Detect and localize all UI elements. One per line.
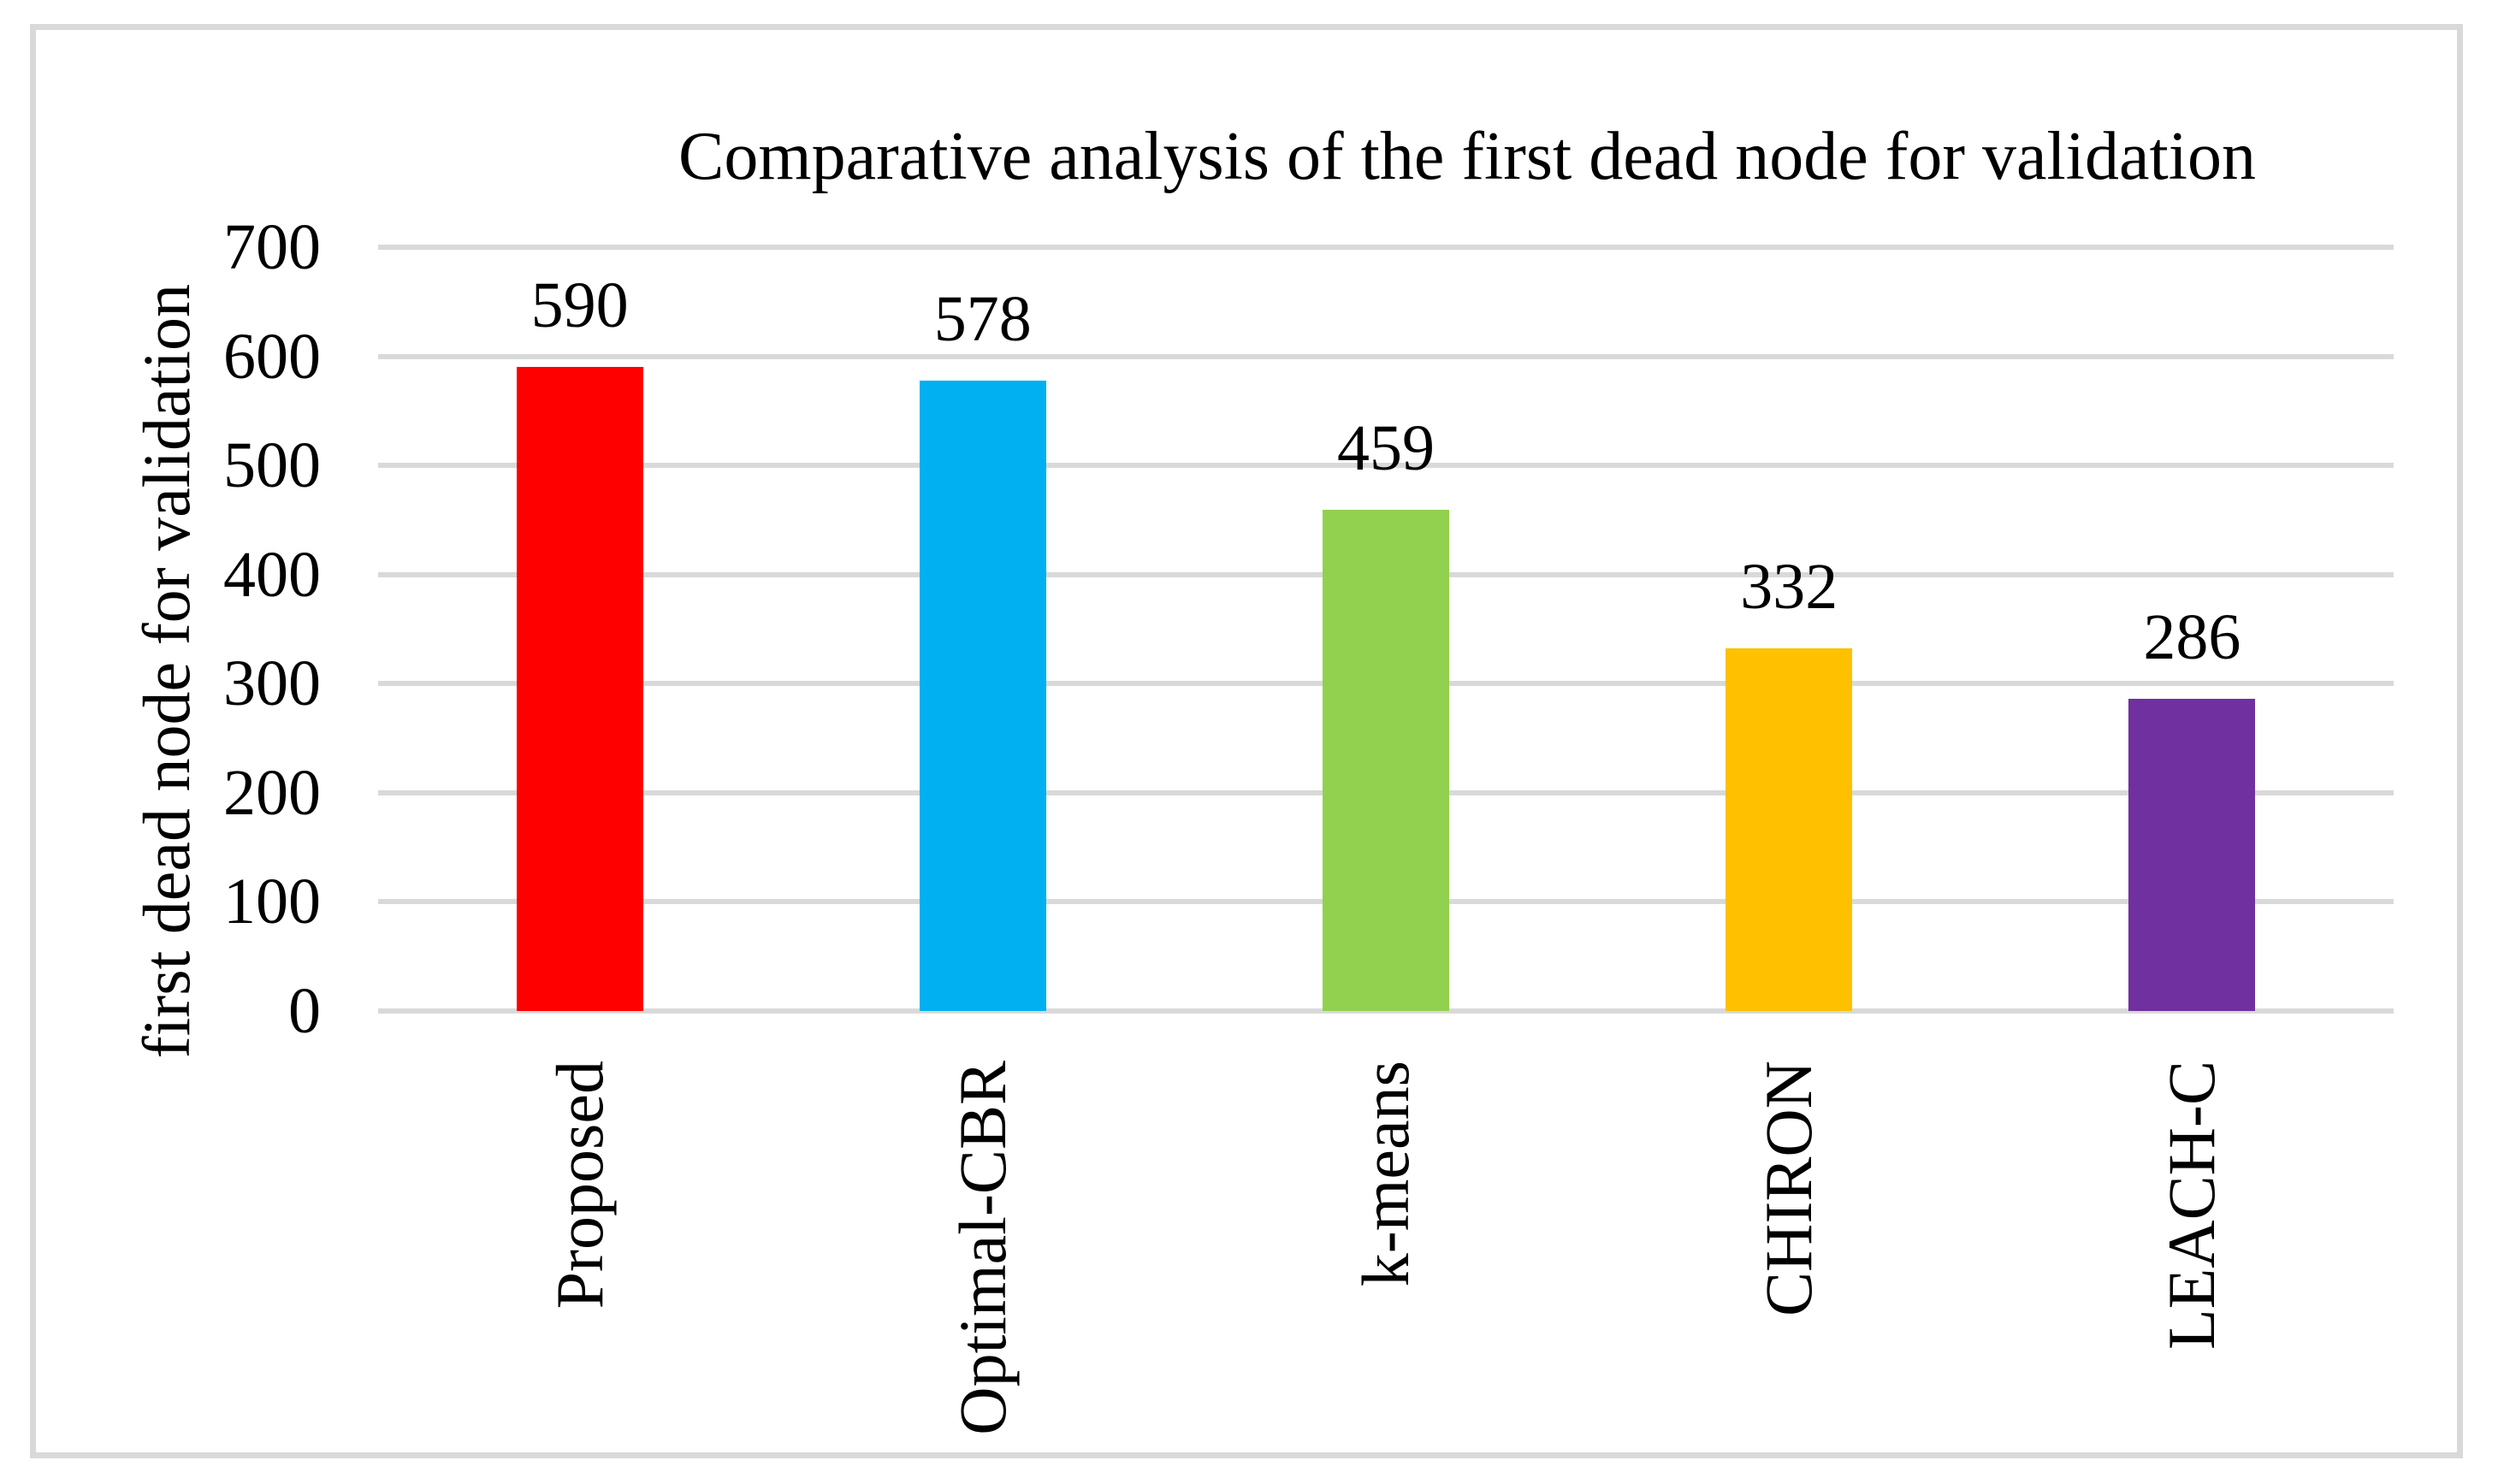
category-label-container: CHIRON: [1750, 1061, 1827, 1471]
category-label-container: LEACH-C: [2153, 1061, 2230, 1471]
bar-optimal-cbr: [919, 380, 1046, 1011]
value-label-proposed: 590: [530, 269, 629, 342]
y-tick-label-400: 400: [223, 538, 321, 611]
y-tick-label-500: 500: [223, 429, 321, 502]
gridline-y-500: [378, 463, 2394, 469]
y-tick-label-100: 100: [223, 866, 321, 938]
bar-proposed: [516, 367, 643, 1011]
y-tick-label-700: 700: [223, 211, 321, 283]
value-label-k-means: 459: [1337, 412, 1435, 485]
y-tick-label-0: 0: [288, 975, 321, 1047]
chart-outer-border: [30, 24, 2463, 1458]
y-tick-label-200: 200: [223, 756, 321, 829]
category-label-proposed: Proposed: [542, 1061, 617, 1310]
category-label-optimal-cbr: Optimal-CBR: [944, 1061, 1020, 1435]
category-label-k-means: k-means: [1348, 1061, 1423, 1287]
bar-chiron: [1726, 648, 1853, 1011]
category-label-container: k-means: [1347, 1061, 1424, 1471]
bar-k-means: [1323, 510, 1449, 1011]
category-label-chiron: CHIRON: [1751, 1061, 1826, 1317]
y-tick-label-600: 600: [223, 320, 321, 393]
bar-leach-c: [2128, 699, 2256, 1011]
category-label-container: Optimal-CBR: [944, 1061, 1021, 1471]
value-label-optimal-cbr: 578: [933, 282, 1032, 355]
gridline-y-700: [378, 245, 2394, 250]
gridline-y-0: [378, 1008, 2394, 1014]
chart-title: Comparative analysis of the first dead n…: [678, 119, 2256, 194]
category-label-leach-c: LEACH-C: [2154, 1061, 2229, 1350]
y-tick-label-300: 300: [223, 647, 321, 720]
gridline-y-600: [378, 353, 2394, 359]
category-label-container: Proposed: [542, 1061, 619, 1471]
value-label-chiron: 332: [1740, 551, 1838, 624]
value-label-leach-c: 286: [2143, 601, 2241, 674]
